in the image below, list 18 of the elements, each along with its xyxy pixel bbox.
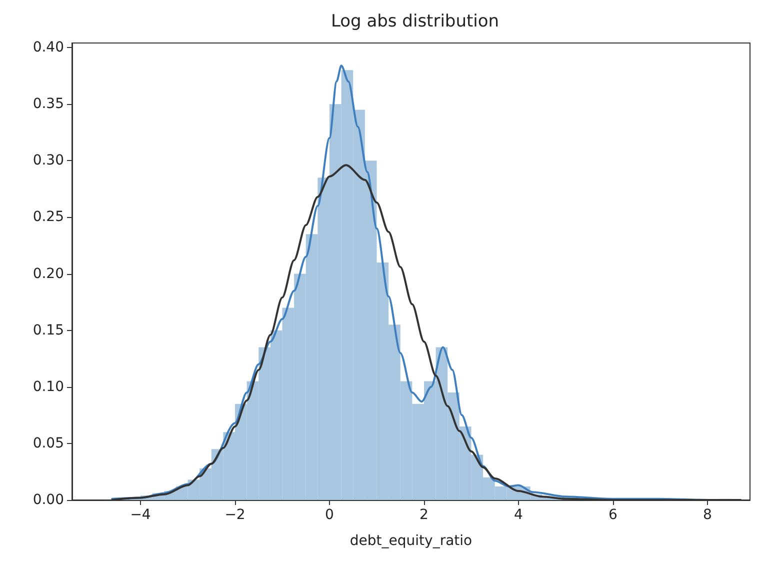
y-tick-label: 0.00 [32, 492, 64, 508]
y-tick-label: 0.20 [32, 266, 64, 282]
x-tick-label: −4 [130, 507, 151, 523]
x-tick-label: 4 [514, 507, 524, 523]
x-tick-label: −2 [224, 507, 246, 523]
x-tick-label: 8 [703, 507, 712, 523]
x-axis-title: debt_equity_ratio [350, 533, 472, 549]
y-tick-label: 0.25 [32, 209, 64, 226]
x-tick-label: 0 [325, 507, 334, 523]
x-tick-label: 6 [608, 507, 618, 523]
y-tick-label: 0.40 [32, 40, 64, 56]
y-tick-label: 0.30 [32, 152, 64, 169]
y-tick-label: 0.35 [32, 96, 64, 112]
y-tick-label: 0.15 [32, 322, 64, 338]
x-tick-label: 2 [420, 507, 428, 523]
y-tick-label: 0.05 [32, 435, 64, 452]
chart-title: Log abs distribution [330, 12, 500, 32]
y-tick-label: 0.10 [32, 378, 64, 395]
